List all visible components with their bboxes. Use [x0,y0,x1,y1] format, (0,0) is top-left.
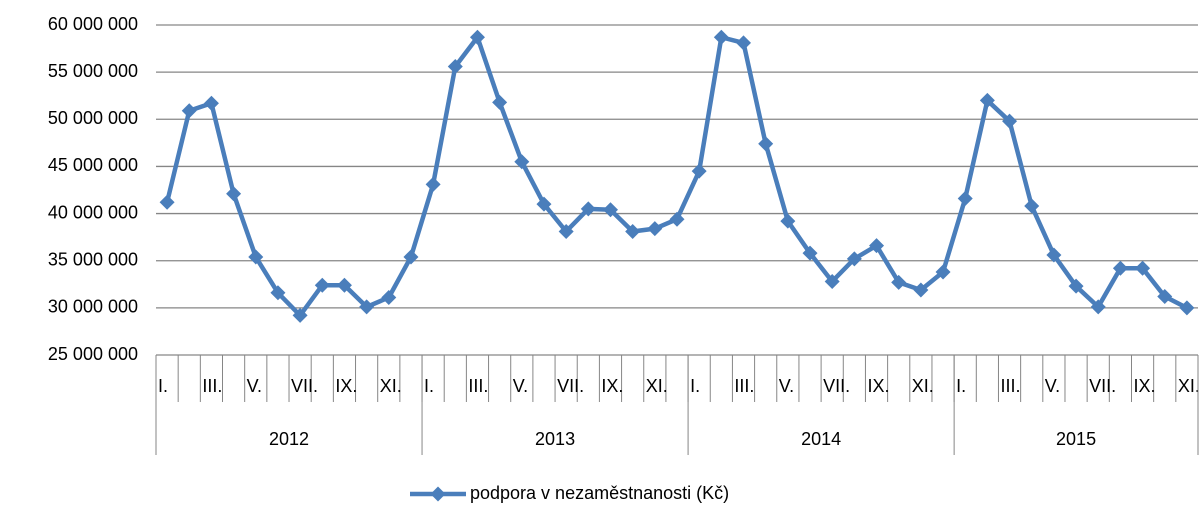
data-point [1002,113,1018,129]
data-point [780,213,796,229]
data-point [625,223,641,239]
x-tick-label: I. [424,376,434,396]
y-tick-label: 60 000 000 [48,14,138,34]
x-tick-label: V. [247,376,262,396]
x-tick-label: IX. [867,376,889,396]
data-point [403,249,419,265]
data-point [891,274,907,290]
x-tick-label: IX. [1133,376,1155,396]
data-point [270,285,286,301]
data-point [469,29,485,45]
data-point [913,282,929,298]
data-point [203,95,219,111]
data-point [824,273,840,289]
series-line [164,35,1188,318]
data-point [802,245,818,261]
y-tick-label: 30 000 000 [48,297,138,317]
data-point [159,194,175,210]
data-point [736,35,752,51]
data-point [381,289,397,305]
x-tick-label: VII. [1089,376,1116,396]
data-point [935,264,951,280]
data-point [536,196,552,212]
data-point [758,136,774,152]
data-point [869,238,885,254]
group-label: 2015 [1056,429,1096,449]
data-point [1046,247,1062,263]
data-point [1024,198,1040,214]
data-point [1090,299,1106,315]
data-point [181,103,197,119]
legend-label: podpora v nezaměstnanosti (Kč) [470,483,729,503]
data-point [979,92,995,108]
data-point [1112,260,1128,276]
data-point [226,186,242,202]
data-point [957,190,973,206]
x-tick-label: I. [956,376,966,396]
x-tick-label: IX. [335,376,357,396]
x-tick-label: V. [779,376,794,396]
data-point [292,307,308,323]
x-tick-label: XI. [380,376,402,396]
data-point [647,221,663,237]
x-tick-label: VII. [291,376,318,396]
y-tick-label: 45 000 000 [48,155,138,175]
group-label: 2013 [535,429,575,449]
data-point [713,29,729,45]
data-point [1135,260,1151,276]
x-tick-label: IX. [601,376,623,396]
data-point [359,299,375,315]
data-point [691,163,707,179]
group-label: 2014 [801,429,841,449]
data-point [336,277,352,293]
x-tick-label: XI. [912,376,934,396]
data-point [492,94,508,110]
y-tick-label: 25 000 000 [48,344,138,364]
data-point [1068,278,1084,294]
x-tick-label: VII. [823,376,850,396]
legend-marker [430,486,446,502]
data-point [602,202,618,218]
x-tick-label: V. [513,376,528,396]
data-point [1157,289,1173,305]
x-tick-label: I. [690,376,700,396]
data-point [314,277,330,293]
y-tick-label: 55 000 000 [48,61,138,81]
data-point [514,154,530,170]
x-tick-label: I. [158,376,168,396]
x-tick-label: VII. [557,376,584,396]
data-point [248,249,264,265]
data-point [846,251,862,267]
x-tick-label: III. [468,376,488,396]
x-tick-label: XI. [1178,376,1200,396]
y-tick-label: 40 000 000 [48,202,138,222]
x-tick-label: III. [1000,376,1020,396]
y-tick-label: 50 000 000 [48,108,138,128]
data-point [580,201,596,217]
x-tick-label: V. [1045,376,1060,396]
x-tick-label: XI. [646,376,668,396]
data-point [447,58,463,74]
x-tick-label: III. [202,376,222,396]
data-point [669,211,685,227]
group-label: 2012 [269,429,309,449]
data-point [1179,300,1195,316]
data-point [558,223,574,239]
x-tick-label: III. [734,376,754,396]
data-point [425,176,441,192]
y-tick-label: 35 000 000 [48,249,138,269]
